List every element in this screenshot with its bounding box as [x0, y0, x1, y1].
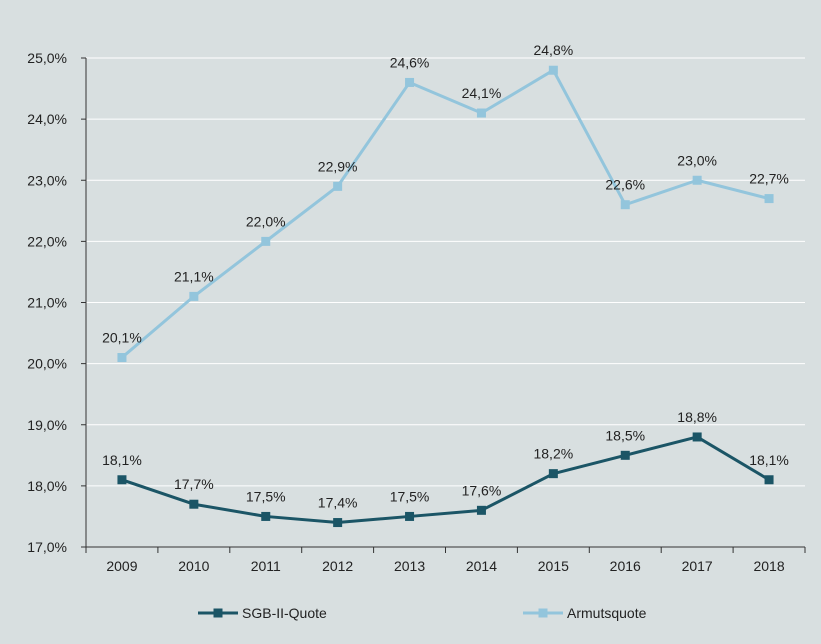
data-label: 18,1% [102, 452, 142, 468]
data-label: 17,7% [174, 476, 214, 492]
data-point-marker [405, 77, 415, 87]
data-point-marker [548, 65, 558, 75]
x-tick-label: 2009 [106, 558, 137, 574]
data-point-marker [620, 450, 630, 460]
x-tick-label: 2013 [394, 558, 425, 574]
data-point-marker [764, 475, 774, 485]
data-label: 22,7% [749, 171, 789, 187]
data-point-marker [476, 505, 486, 515]
data-label: 17,5% [246, 488, 286, 504]
data-label: 20,1% [102, 330, 142, 346]
y-tick-label: 25,0% [27, 50, 67, 66]
x-tick-label: 2015 [538, 558, 569, 574]
legend-label: Armutsquote [567, 605, 647, 621]
data-point-marker [620, 200, 630, 210]
data-point-marker [333, 181, 343, 191]
legend: SGB-II-Quote Armutsquote [198, 605, 647, 621]
data-label: 17,5% [390, 488, 430, 504]
series-line-0 [121, 435, 770, 525]
y-tick-label: 17,0% [27, 539, 67, 555]
y-tick-label: 21,0% [27, 295, 67, 311]
data-label: 22,0% [246, 213, 286, 229]
y-tick-label: 22,0% [27, 233, 67, 249]
data-point-marker [117, 475, 127, 485]
data-point-marker [261, 511, 271, 521]
y-tick-label: 19,0% [27, 417, 67, 433]
x-tick-label: 2011 [251, 558, 281, 574]
legend-swatch-marker [538, 608, 548, 618]
data-point-marker [405, 511, 415, 521]
axes: 17,0% 18,0% 19,0% 20,0% 21,0% 22,0% 23,0% 24,0%… [27, 50, 806, 574]
data-label: 18,1% [749, 452, 789, 468]
data-label: 21,1% [174, 268, 214, 284]
y-tick-label: 20,0% [27, 356, 67, 372]
x-tick-label: 2018 [753, 558, 784, 574]
data-point-marker [333, 518, 343, 528]
legend-swatch-marker [213, 608, 223, 618]
x-tick-label: 2014 [466, 558, 497, 574]
data-label: 17,6% [462, 482, 502, 498]
x-tick-label: 2016 [610, 558, 641, 574]
y-tick-label: 24,0% [27, 111, 67, 127]
data-point-marker [189, 499, 199, 509]
x-tick-label: 2010 [178, 558, 209, 574]
data-point-marker [261, 236, 271, 246]
series-line-1 [120, 68, 770, 359]
data-labels: 18,1% 17,7% 17,5% 17,4% 17,5% 17,6% 18,2% 18,5%… [102, 42, 789, 510]
data-point-marker [189, 291, 199, 301]
data-point-marker [692, 432, 702, 442]
data-point-marker [548, 469, 558, 479]
data-label: 22,6% [605, 177, 645, 193]
data-label: 18,5% [605, 427, 645, 443]
data-point-marker [764, 194, 774, 204]
gridlines [86, 57, 805, 487]
data-label: 24,8% [533, 42, 573, 58]
data-label: 24,1% [462, 85, 502, 101]
data-label: 22,9% [318, 158, 358, 174]
data-label: 18,2% [533, 446, 573, 462]
series-group [117, 65, 774, 528]
data-point-marker [476, 108, 486, 118]
x-tick-label: 2012 [322, 558, 353, 574]
legend-label: SGB-II-Quote [242, 605, 327, 621]
y-tick-label: 23,0% [27, 172, 67, 188]
data-label: 17,4% [318, 495, 358, 511]
y-tick-label: 18,0% [27, 478, 67, 494]
data-label: 18,8% [677, 409, 717, 425]
data-label: 24,6% [390, 54, 430, 70]
x-tick-label: 2017 [682, 558, 713, 574]
data-point-marker [117, 353, 127, 363]
data-point-marker [692, 175, 702, 185]
data-label: 23,0% [677, 152, 717, 168]
